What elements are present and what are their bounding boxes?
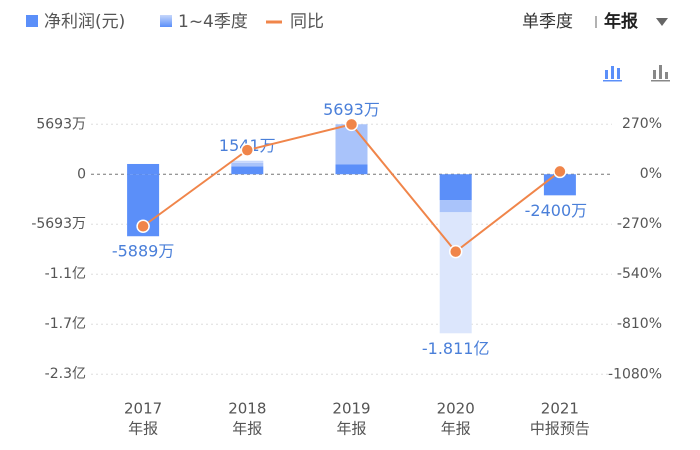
bar-segment: [127, 163, 160, 175]
x-tick-label: 2017: [124, 400, 162, 418]
y-tick-label: -2.3亿: [45, 366, 86, 382]
y-tick-label: 0: [77, 166, 86, 182]
y2-tick-label: 270%: [622, 116, 662, 132]
x-tick-sublabel: 中报预告: [530, 420, 590, 438]
bar-segment: [439, 200, 472, 213]
y2-tick-label: -540%: [617, 266, 662, 282]
x-tick-sublabel: 年报: [128, 420, 158, 438]
x-tick-sublabel: 年报: [232, 420, 262, 438]
bar-segment: [439, 212, 472, 334]
bar-icon[interactable]: [603, 66, 622, 82]
yoy-point: [448, 244, 463, 259]
yoy-point: [240, 143, 255, 157]
legend-label: 同比: [290, 12, 324, 32]
yoy-point: [136, 219, 150, 234]
legend-swatch: [26, 15, 38, 27]
x-tick-sublabel: 年报: [441, 420, 471, 438]
bar-segment: [231, 166, 264, 175]
x-tick-label: 2018: [228, 400, 266, 418]
x-tick-label: 2021: [541, 400, 579, 418]
bar-segment: [231, 162, 264, 167]
bar-icon[interactable]: [651, 65, 670, 82]
legend-label: 1~4季度: [178, 12, 248, 32]
bar-segment: [335, 164, 368, 175]
legend-label: 净利润(元): [44, 12, 125, 32]
yoy-point: [344, 117, 359, 132]
value-label: -2400万: [525, 201, 588, 220]
period-option[interactable]: 单季度: [522, 12, 573, 32]
y-tick-label: -5693万: [31, 216, 86, 232]
bar-segment: [543, 174, 576, 196]
y-tick-label: 5693万: [36, 116, 86, 132]
y-tick-label: -1.7亿: [45, 316, 86, 332]
dropdown-arrow[interactable]: [656, 18, 668, 26]
bar-segment: [231, 160, 264, 163]
bar-segment: [439, 174, 472, 201]
y2-tick-label: 0%: [640, 166, 662, 182]
value-label: -5889万: [112, 242, 175, 261]
yoy-point: [553, 164, 567, 179]
y-tick-label: -1.1亿: [45, 266, 86, 282]
y2-tick-label: -270%: [617, 216, 662, 232]
x-tick-label: 2020: [437, 400, 475, 418]
y2-tick-label: -1080%: [608, 366, 662, 382]
legend-swatch: [160, 15, 172, 27]
x-tick-label: 2019: [332, 400, 370, 418]
value-label: 5693万: [323, 100, 380, 119]
y2-tick-label: -810%: [617, 316, 662, 332]
period-option[interactable]: 年报: [604, 11, 638, 32]
x-tick-sublabel: 年报: [336, 420, 366, 438]
value-label: -1.811亿: [422, 339, 490, 358]
